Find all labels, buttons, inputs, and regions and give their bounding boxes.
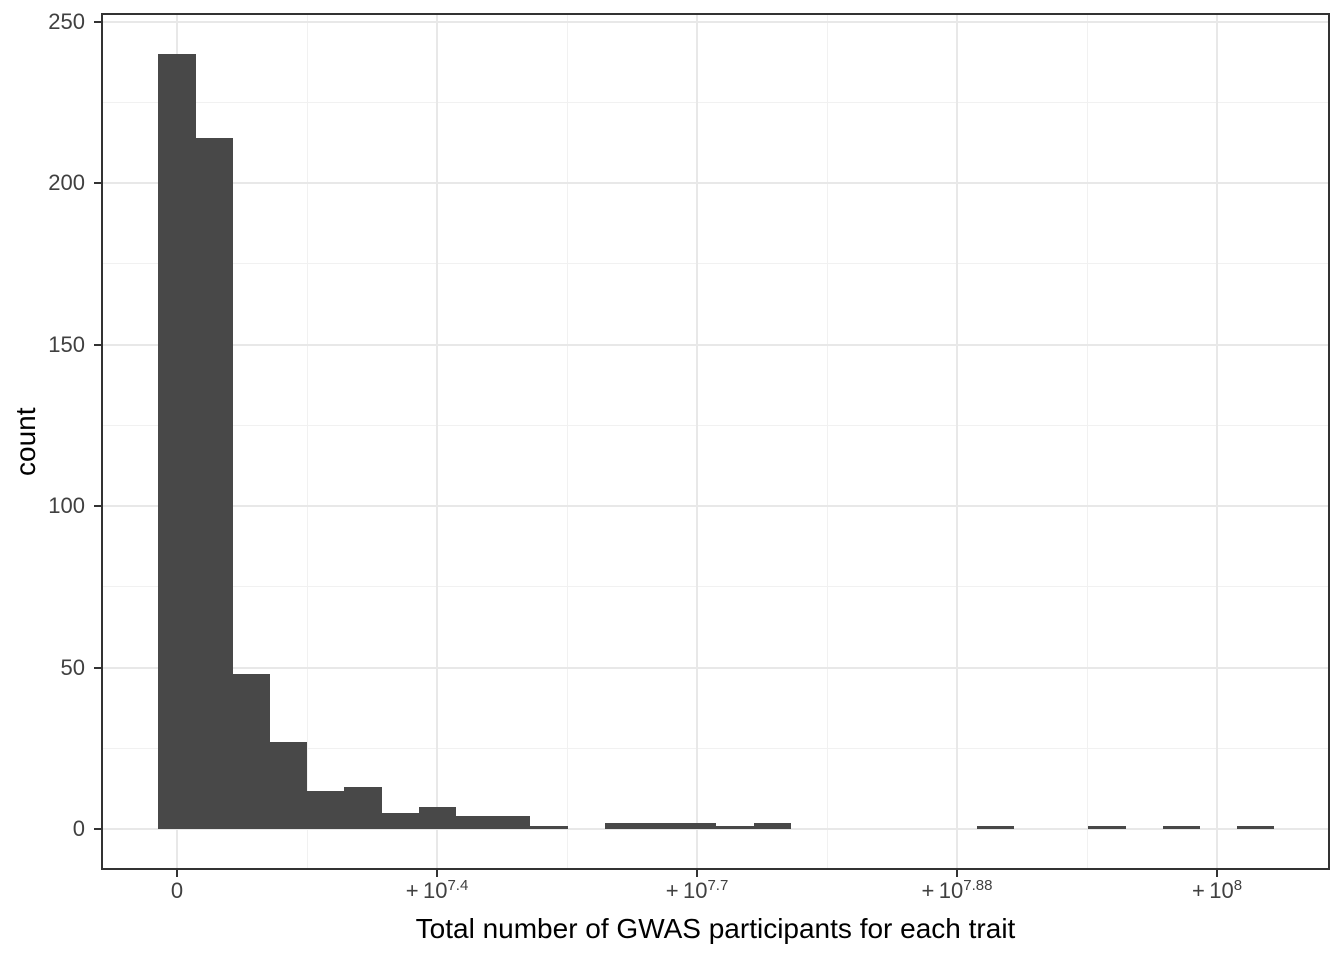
- histogram-bar: [716, 826, 754, 830]
- x-tick: [696, 869, 698, 877]
- x-tick-label-base: + 10: [921, 878, 964, 903]
- gridline-x-minor: [826, 15, 828, 868]
- x-tick: [436, 869, 438, 877]
- histogram-bar: [642, 822, 679, 830]
- gridline-y-minor: [103, 263, 1328, 265]
- x-tick-label: + 107.88: [877, 876, 1037, 906]
- histogram-bar: [754, 822, 791, 830]
- gridline-y-minor: [103, 586, 1328, 588]
- gridline-x-minor: [1086, 15, 1088, 868]
- y-tick: [94, 20, 102, 23]
- y-tick-label: 150: [48, 331, 85, 357]
- histogram-bar: [605, 822, 642, 830]
- x-tick: [1216, 869, 1218, 877]
- y-tick-label: 50: [60, 654, 85, 680]
- gridline-y-minor: [103, 424, 1328, 426]
- histogram-bar: [270, 742, 307, 830]
- histogram-bar: [530, 826, 568, 830]
- gridline-x-major: [1216, 15, 1218, 868]
- histogram-bar: [493, 816, 530, 830]
- histogram-bar: [1088, 826, 1126, 830]
- histogram-bar: [419, 806, 456, 830]
- x-tick-label-exponent: 7.88: [963, 877, 993, 894]
- x-tick-label: + 107.4: [357, 876, 517, 906]
- histogram-bar: [1163, 826, 1200, 830]
- x-tick-label-base: + 10: [1191, 878, 1234, 903]
- y-tick: [94, 505, 102, 508]
- histogram-bar: [158, 53, 196, 830]
- histogram-bar: [344, 787, 382, 830]
- histogram-bar: [679, 822, 716, 830]
- gridline-y-major: [103, 20, 1328, 23]
- x-tick: [956, 869, 958, 877]
- y-tick: [94, 828, 102, 831]
- y-tick-label: 200: [48, 170, 85, 195]
- histogram-bar: [307, 790, 344, 830]
- gridline-y-major: [103, 343, 1328, 346]
- gridline-y-major: [103, 182, 1328, 184]
- y-tick: [94, 666, 102, 669]
- y-tick: [94, 182, 102, 184]
- histogram-bar: [196, 137, 233, 830]
- x-tick-label-exponent: 7.4: [447, 877, 469, 894]
- x-tick-label: + 107.7: [617, 876, 777, 906]
- gridline-x-major: [696, 15, 698, 868]
- gridline-x-minor: [306, 15, 308, 868]
- gridline-y-major: [103, 666, 1328, 669]
- histogram-bar: [233, 674, 270, 830]
- x-axis-title: Total number of GWAS participants for ea…: [415, 913, 1016, 944]
- gridline-y-major: [103, 505, 1328, 508]
- x-tick-label: + 108: [1137, 876, 1297, 906]
- histogram-bar: [1237, 826, 1274, 830]
- y-tick-label: 0: [72, 816, 85, 842]
- x-tick-label-exponent: 7.7: [707, 877, 729, 894]
- gridline-x-major: [436, 15, 438, 868]
- x-tick: [176, 869, 178, 877]
- x-tick-label-exponent: 8: [1233, 877, 1243, 894]
- histogram-bar: [382, 813, 419, 830]
- y-tick-label: 100: [48, 493, 85, 519]
- gridline-y-minor: [103, 748, 1328, 749]
- gridline-x-major: [956, 15, 958, 868]
- histogram-bar: [456, 816, 493, 830]
- gridline-y-minor: [103, 101, 1328, 103]
- y-tick-label: 250: [48, 8, 85, 34]
- x-tick-label-base: + 10: [665, 878, 708, 903]
- histogram-bar: [977, 826, 1014, 830]
- gridline-x-minor: [566, 15, 568, 868]
- x-tick-label-base: + 10: [405, 878, 448, 903]
- plot-panel: [103, 15, 1328, 868]
- y-axis-title: count: [10, 407, 41, 476]
- y-tick: [94, 343, 102, 346]
- x-tick-label: 0: [170, 878, 184, 903]
